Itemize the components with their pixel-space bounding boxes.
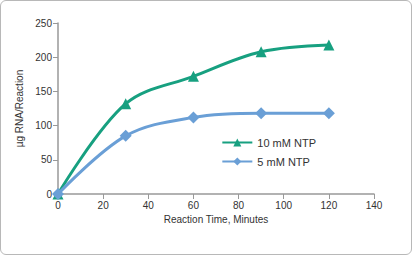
svg-text:5 mM NTP: 5 mM NTP: [257, 156, 310, 168]
svg-text:µg RNA/Reaction: µg RNA/Reaction: [14, 70, 25, 147]
svg-text:100: 100: [35, 120, 52, 131]
svg-text:80: 80: [233, 200, 245, 211]
svg-text:20: 20: [98, 200, 110, 211]
svg-text:140: 140: [366, 200, 383, 211]
svg-text:0: 0: [46, 189, 52, 200]
svg-text:250: 250: [35, 18, 52, 29]
svg-text:100: 100: [275, 200, 292, 211]
svg-text:10 mM NTP: 10 mM NTP: [257, 137, 316, 149]
svg-text:0: 0: [55, 200, 61, 211]
svg-text:150: 150: [35, 86, 52, 97]
svg-text:200: 200: [35, 52, 52, 63]
svg-text:50: 50: [41, 154, 53, 165]
svg-text:Reaction Time, Minutes: Reaction Time, Minutes: [164, 214, 269, 225]
svg-text:40: 40: [143, 200, 155, 211]
svg-text:120: 120: [321, 200, 338, 211]
svg-text:60: 60: [188, 200, 200, 211]
